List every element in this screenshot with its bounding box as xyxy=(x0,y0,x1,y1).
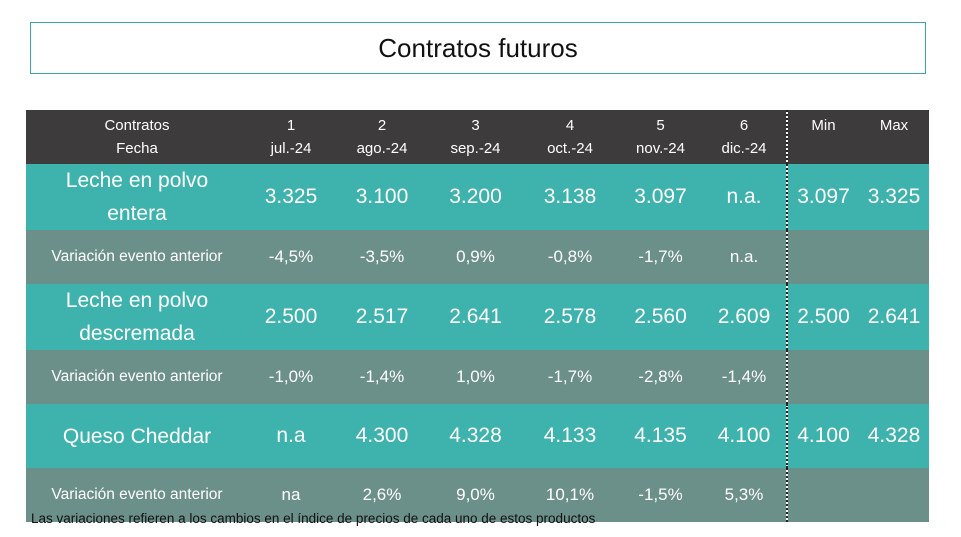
value-cell: 3.100 xyxy=(334,164,430,230)
min-cell: 2.500 xyxy=(787,284,859,350)
value-cell: 4.328 xyxy=(430,404,521,468)
futures-table: Contratos Fecha 1 jul.-24 2 ago.-24 3 sep.-… xyxy=(26,110,929,522)
product-label: Queso Cheddar xyxy=(26,404,248,468)
empty-cell xyxy=(859,230,929,284)
max-cell: 2.641 xyxy=(859,284,929,350)
variation-cell: -1,4% xyxy=(702,350,788,404)
header-col-6: 6 dic.-24 xyxy=(702,110,788,164)
footnote: Las variaciones refieren a los cambios e… xyxy=(31,511,596,526)
value-cell: 2.641 xyxy=(430,284,521,350)
variation-cell: 2,6% xyxy=(334,468,430,522)
variation-row-queso-cheddar: Variación evento anterior na 2,6% 9,0% 1… xyxy=(26,468,929,522)
min-cell: 3.097 xyxy=(787,164,859,230)
variation-cell: -1,0% xyxy=(248,350,334,404)
header-col-5: 5 nov.-24 xyxy=(619,110,702,164)
variation-cell: -2,8% xyxy=(619,350,702,404)
empty-cell xyxy=(787,350,859,404)
value-cell: 3.200 xyxy=(430,164,521,230)
value-cell: 2.578 xyxy=(521,284,619,350)
product-row-leche-descremada: Leche en polvo descremada 2.500 2.517 2.6… xyxy=(26,284,929,350)
max-cell: 4.328 xyxy=(859,404,929,468)
variation-cell: na xyxy=(248,468,334,522)
empty-cell xyxy=(787,468,859,522)
variation-cell: 1,0% xyxy=(430,350,521,404)
variation-row-leche-entera: Variación evento anterior -4,5% -3,5% 0,… xyxy=(26,230,929,284)
value-cell: 4.133 xyxy=(521,404,619,468)
variation-cell: -1,7% xyxy=(521,350,619,404)
header-row: Contratos Fecha 1 jul.-24 2 ago.-24 3 sep.-… xyxy=(26,110,929,164)
empty-cell xyxy=(787,230,859,284)
header-contratos: Contratos xyxy=(104,117,170,134)
value-cell: 3.138 xyxy=(521,164,619,230)
header-label-cell: Contratos Fecha xyxy=(26,110,248,164)
value-cell: 4.100 xyxy=(702,404,788,468)
min-cell: 4.100 xyxy=(787,404,859,468)
variation-cell: 9,0% xyxy=(430,468,521,522)
product-label: Leche en polvo entera xyxy=(26,164,248,230)
value-cell: 2.609 xyxy=(702,284,788,350)
product-row-leche-entera: Leche en polvo entera 3.325 3.100 3.200 3… xyxy=(26,164,929,230)
variation-cell: 0,9% xyxy=(430,230,521,284)
max-cell: 3.325 xyxy=(859,164,929,230)
variation-row-leche-descremada: Variación evento anterior -1,0% -1,4% 1,… xyxy=(26,350,929,404)
variation-cell: 10,1% xyxy=(521,468,619,522)
header-col-1: 1 jul.-24 xyxy=(248,110,334,164)
value-cell: 2.517 xyxy=(334,284,430,350)
header-col-2: 2 ago.-24 xyxy=(334,110,430,164)
header-fecha: Fecha xyxy=(116,140,158,157)
variation-cell: -0,8% xyxy=(521,230,619,284)
header-col-4: 4 oct.-24 xyxy=(521,110,619,164)
value-cell: 3.097 xyxy=(619,164,702,230)
value-cell: 4.135 xyxy=(619,404,702,468)
variation-label: Variación evento anterior xyxy=(26,468,248,522)
page-title: Contratos futuros xyxy=(30,22,926,74)
product-row-queso-cheddar: Queso Cheddar n.a 4.300 4.328 4.133 4.13… xyxy=(26,404,929,468)
value-cell: n.a. xyxy=(702,164,788,230)
variation-cell: -3,5% xyxy=(334,230,430,284)
variation-cell: -1,7% xyxy=(619,230,702,284)
variation-cell: -1,5% xyxy=(619,468,702,522)
header-max: Max xyxy=(859,110,929,164)
value-cell: 2.560 xyxy=(619,284,702,350)
variation-label: Variación evento anterior xyxy=(26,350,248,404)
value-cell: 3.325 xyxy=(248,164,334,230)
variation-cell: -1,4% xyxy=(334,350,430,404)
empty-cell xyxy=(859,468,929,522)
value-cell: 2.500 xyxy=(248,284,334,350)
variation-cell: n.a. xyxy=(702,230,788,284)
variation-cell: 5,3% xyxy=(702,468,788,522)
header-col-3: 3 sep.-24 xyxy=(430,110,521,164)
variation-label: Variación evento anterior xyxy=(26,230,248,284)
value-cell: 4.300 xyxy=(334,404,430,468)
value-cell: n.a xyxy=(248,404,334,468)
header-min: Min xyxy=(787,110,859,164)
empty-cell xyxy=(859,350,929,404)
product-label: Leche en polvo descremada xyxy=(26,284,248,350)
variation-cell: -4,5% xyxy=(248,230,334,284)
